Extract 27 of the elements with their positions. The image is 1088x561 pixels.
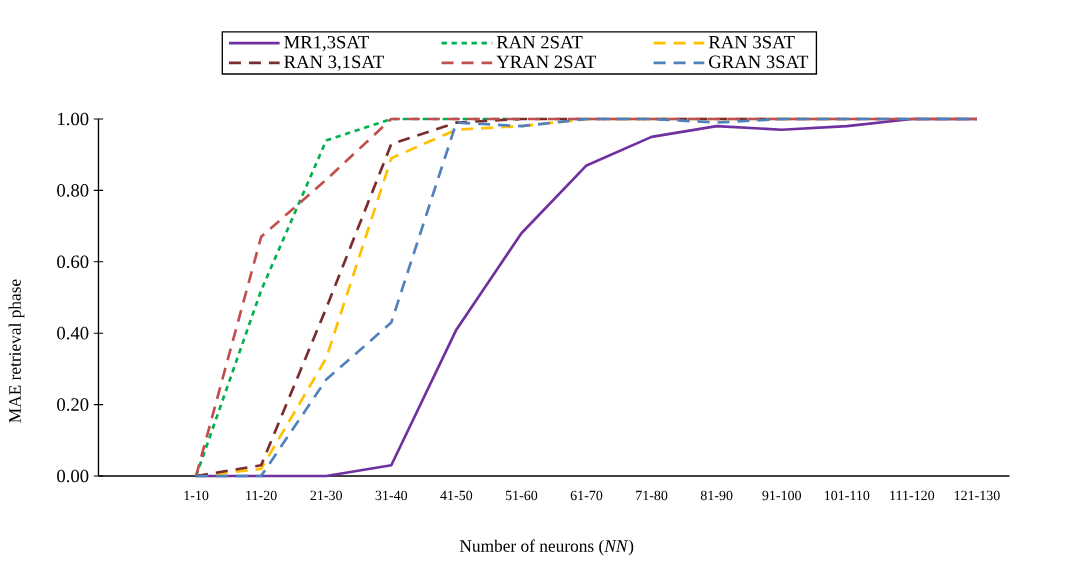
legend-label: RAN 3,1SAT — [284, 55, 384, 71]
y-tick-label: 0.40 — [57, 326, 89, 340]
x-tick-label: 21-30 — [310, 490, 343, 501]
x-tick-label: 81-90 — [700, 490, 733, 501]
legend-label: MR1,3SAT — [284, 35, 369, 52]
y-tick-label: 1.00 — [58, 112, 89, 126]
x-tick-label: 31-40 — [375, 490, 408, 501]
x-tick-label: 41-50 — [440, 490, 473, 501]
y-tick-label: 0.20 — [57, 398, 89, 411]
y-tick-label: 0.80 — [57, 184, 89, 197]
x-tick-label: 111-120 — [890, 490, 935, 501]
x-axis-title: Number of neurons (NN) — [459, 539, 634, 556]
y-tick-label: 0.00 — [57, 469, 89, 483]
x-tick-label: 1-10 — [184, 490, 209, 501]
legend-label: GRAN 3SAT — [709, 55, 809, 69]
x-tick-label: 91-100 — [762, 490, 802, 501]
x-tick-label: 11-20 — [246, 490, 277, 501]
y-tick-label: 0.60 — [57, 255, 89, 269]
x-tick-label: 51-60 — [505, 490, 538, 501]
legend-label: YRAN 2SAT — [496, 55, 597, 69]
x-tick-label: 121-130 — [954, 490, 1000, 501]
legend-label: RAN 2SAT — [496, 35, 583, 49]
legend-label: RAN 3SAT — [708, 35, 795, 49]
y-axis-title: MAE retrieval phase — [8, 279, 25, 423]
x-tick-label: 71-80 — [636, 490, 668, 501]
x-tick-label: 101-110 — [824, 490, 870, 501]
x-tick-label: 61-70 — [570, 490, 603, 501]
